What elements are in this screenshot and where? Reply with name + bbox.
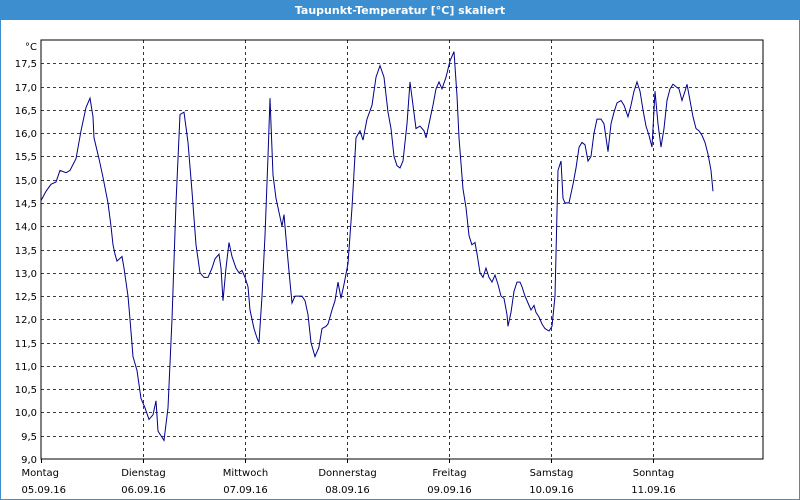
x-tick-day-label: Samstag bbox=[530, 468, 574, 479]
y-tick-label: 12,0 bbox=[15, 315, 37, 326]
y-tick-label: 12,5 bbox=[15, 292, 37, 303]
x-tick-day-label: Sonntag bbox=[633, 468, 675, 479]
x-axis-ticks: Montag 05.09.16 Dienstag 06.09.16 Mittwoch 07… bbox=[22, 459, 676, 496]
x-tick-date-label: 05.09.16 bbox=[22, 485, 67, 496]
x-tick-day-label: Dienstag bbox=[121, 468, 166, 479]
x-tick-day-label: Freitag bbox=[432, 468, 466, 479]
y-tick-label: 9,0 bbox=[21, 455, 37, 466]
y-tick-label: 16,0 bbox=[15, 129, 37, 140]
x-tick-day-label: Mittwoch bbox=[223, 468, 268, 479]
y-tick-label: 15,5 bbox=[15, 152, 37, 163]
x-tick-date-label: 06.09.16 bbox=[121, 485, 166, 496]
y-tick-label: 14,5 bbox=[15, 199, 37, 210]
y-tick-label: 10,5 bbox=[15, 385, 37, 396]
x-tick-date-label: 08.09.16 bbox=[325, 485, 370, 496]
y-tick-label: 14,0 bbox=[15, 222, 37, 233]
y-tick-label: 17,0 bbox=[15, 83, 37, 94]
x-tick-date-label: 11.09.16 bbox=[631, 485, 676, 496]
y-tick-label: 13,0 bbox=[15, 269, 37, 280]
x-tick-date-label: 10.09.16 bbox=[529, 485, 574, 496]
y-tick-label: 9,5 bbox=[21, 432, 37, 443]
y-tick-label: 16,5 bbox=[15, 106, 37, 117]
chart-title: Taupunkt-Temperatur [°C] skaliert bbox=[1, 1, 799, 20]
grid bbox=[41, 40, 763, 459]
y-tick-label: 15,0 bbox=[15, 176, 37, 187]
x-tick-date-label: 07.09.16 bbox=[223, 485, 268, 496]
x-tick-date-label: 09.09.16 bbox=[427, 485, 472, 496]
y-axis-unit: °C bbox=[25, 42, 37, 53]
series-line bbox=[40, 51, 714, 442]
y-tick-label: 11,5 bbox=[15, 339, 37, 350]
y-axis-ticks: 9,0 9,5 10,0 10,5 11,0 11,5 12,0 12,5 13,0 13,5 14… bbox=[15, 59, 37, 466]
x-tick-day-label: Montag bbox=[22, 468, 59, 479]
y-tick-label: 17,5 bbox=[15, 59, 37, 70]
x-tick-day-label: Donnerstag bbox=[318, 468, 376, 479]
y-tick-label: 10,0 bbox=[15, 408, 37, 419]
y-tick-label: 11,0 bbox=[15, 362, 37, 373]
y-tick-label: 13,5 bbox=[15, 246, 37, 257]
